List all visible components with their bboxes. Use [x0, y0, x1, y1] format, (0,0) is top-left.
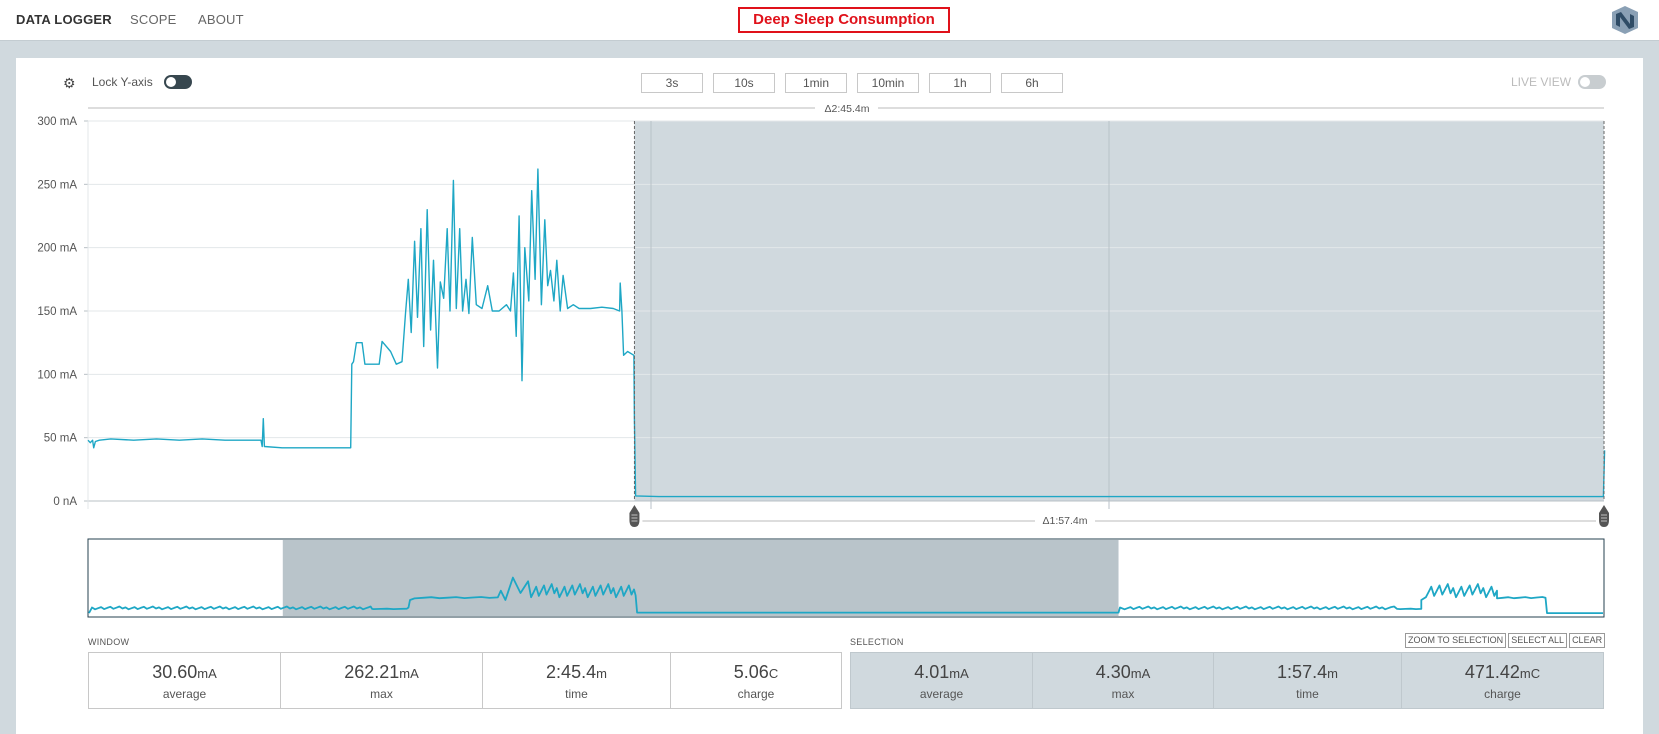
gear-icon[interactable]: ⚙	[63, 75, 76, 91]
window-button-1h[interactable]: 1h	[929, 73, 991, 93]
selection-buttons: ZOOM TO SELECTION SELECT ALL CLEAR	[1403, 633, 1606, 648]
window-max-label: max	[370, 687, 393, 701]
window-stats-label: WINDOW	[88, 637, 130, 647]
selection-delta-label: Δ1:57.4m	[1043, 515, 1088, 527]
nav-item-about[interactable]: ABOUT	[198, 12, 244, 27]
selection-max-unit: mA	[1130, 666, 1151, 681]
selection-average-unit: mA	[949, 666, 969, 681]
y-tick-label: 300 mA	[37, 116, 77, 128]
window-button-3s[interactable]: 3s	[641, 73, 703, 93]
selection-max-label: max	[1111, 687, 1135, 701]
y-tick-label: 250 mA	[37, 179, 77, 191]
current-trace-line	[87, 168, 1606, 498]
window-charge-cell: 5.06C charge	[670, 652, 842, 709]
lock-y-axis-toggle[interactable]	[164, 75, 192, 89]
y-tick-label: 100 mA	[37, 369, 77, 381]
toggle-knob	[1580, 77, 1590, 87]
window-average-label: average	[162, 687, 207, 701]
window-time-unit: m	[596, 666, 607, 681]
selection-average-cell: 4.01mA average	[850, 652, 1032, 709]
top-bar: DATA LOGGER SCOPE ABOUT Deep Sleep Consu…	[0, 0, 1659, 41]
lock-y-axis-label: Lock Y-axis	[92, 75, 153, 89]
selection-stats-label: SELECTION	[850, 637, 904, 647]
selection-time-value: 1:57.4	[1277, 662, 1328, 682]
nordic-logo-icon	[1612, 6, 1638, 34]
window-average-value: 30.60	[152, 662, 198, 682]
window-charge-value: 5.06	[733, 662, 769, 682]
window-charge-label: charge	[737, 687, 775, 701]
window-charge-unit: C	[768, 666, 779, 681]
y-tick-label: 200 mA	[37, 243, 77, 255]
selection-stats: 4.01mA average 4.30mA max 1:57.4m time 4…	[850, 652, 1604, 709]
selection-time-label: time	[1296, 687, 1319, 701]
selection-cursor-handle	[629, 505, 640, 527]
y-tick-label: 0 nA	[53, 496, 77, 508]
live-view-toggle[interactable]	[1578, 75, 1606, 89]
page-title: Deep Sleep Consumption	[738, 7, 950, 33]
window-average-unit: mA	[197, 666, 217, 681]
selection-max-value: 4.30	[1095, 662, 1131, 682]
select-all-button[interactable]: SELECT ALL	[1508, 633, 1568, 648]
window-time-cell: 2:45.4m time	[482, 652, 670, 709]
nav-item-scope[interactable]: SCOPE	[130, 12, 177, 27]
nav-item-data-logger[interactable]: DATA LOGGER	[16, 12, 112, 27]
selection-charge-cell: 471.42mC charge	[1401, 652, 1604, 709]
y-tick-label: 50 mA	[44, 433, 78, 445]
selection-time-cell: 1:57.4m time	[1213, 652, 1401, 709]
window-delta-label: Δ2:45.4m	[825, 103, 870, 115]
window-button-1min[interactable]: 1min	[785, 73, 847, 93]
y-tick-label: 150 mA	[37, 306, 77, 318]
window-max-unit: mA	[399, 666, 419, 681]
selection-cursor-handle	[1599, 505, 1609, 527]
selection-time-unit: m	[1327, 666, 1338, 681]
clear-button[interactable]: CLEAR	[1569, 633, 1606, 648]
selection-average-value: 4.01	[914, 662, 950, 682]
selection-average-label: average	[919, 687, 964, 701]
selection-charge-label: charge	[1484, 687, 1521, 701]
window-stats: 30.60mA average 262.21mA max 2:45.4m tim…	[88, 652, 842, 709]
window-max-cell: 262.21mA max	[280, 652, 482, 709]
zoom-to-selection-button[interactable]: ZOOM TO SELECTION	[1405, 633, 1507, 648]
window-time-label: time	[565, 687, 588, 701]
selection-charge-value: 471.42	[1464, 662, 1520, 682]
window-button-10s[interactable]: 10s	[713, 73, 775, 93]
live-view-label: LIVE VIEW	[1511, 75, 1572, 89]
window-max-value: 262.21	[344, 662, 400, 682]
window-average-cell: 30.60mA average	[88, 652, 280, 709]
window-button-10min[interactable]: 10min	[857, 73, 919, 93]
selection-max-cell: 4.30mA max	[1032, 652, 1213, 709]
toggle-knob	[166, 77, 176, 87]
window-button-6h[interactable]: 6h	[1001, 73, 1063, 93]
window-time-value: 2:45.4	[546, 662, 597, 682]
selection-charge-unit: mC	[1519, 666, 1541, 681]
